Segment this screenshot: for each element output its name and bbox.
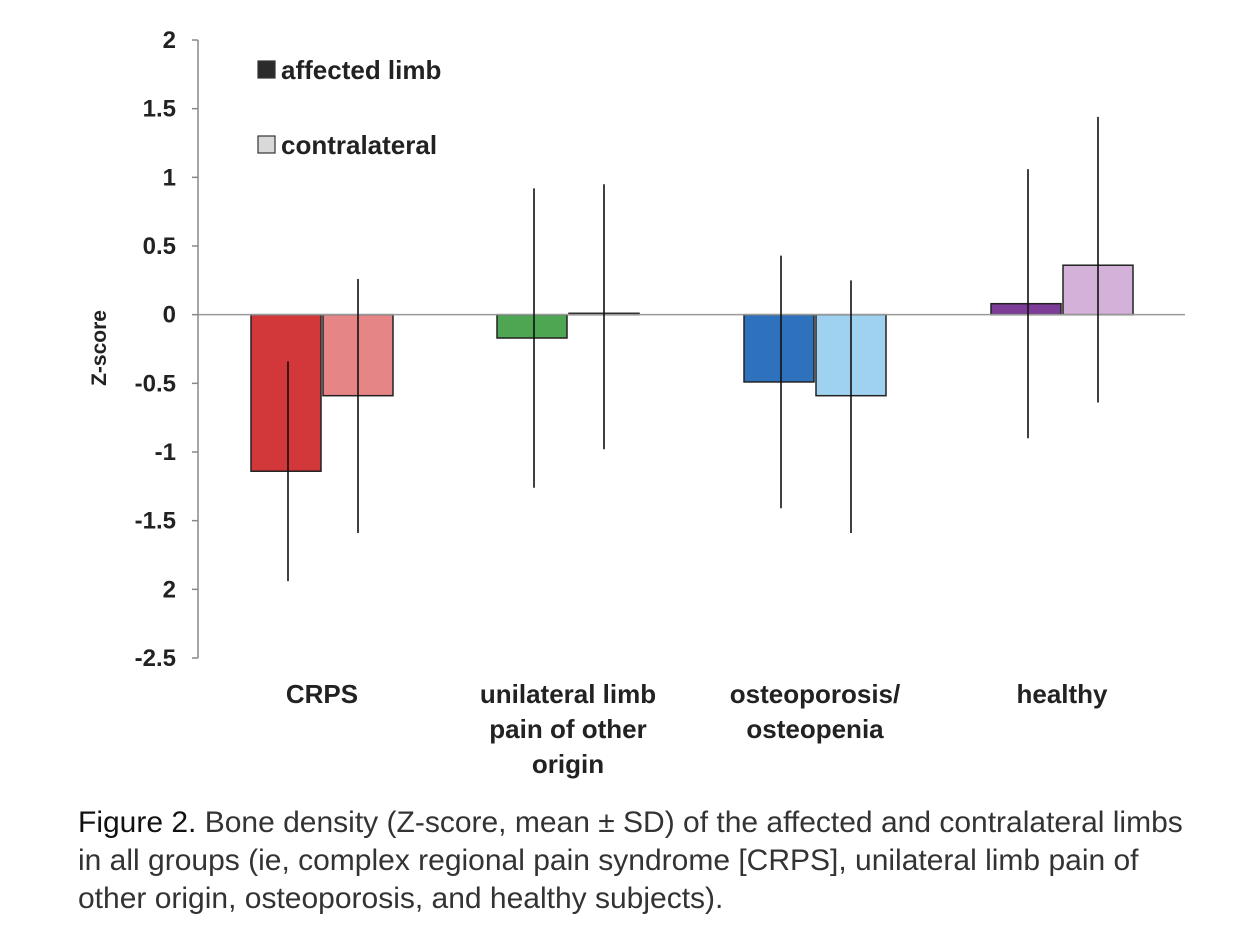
legend-label: contralateral — [281, 130, 437, 160]
bar-affected — [743, 313, 815, 383]
x-axis-labels: CRPS unilateral limb pain of other origin os… — [286, 679, 1108, 779]
legend-label: affected limb — [281, 55, 441, 85]
x-category-label: CRPS — [286, 679, 358, 709]
x-category-label: osteoporosis/ — [730, 679, 900, 709]
x-category-label: healthy — [1016, 679, 1108, 709]
y-tick-label: 2 — [163, 27, 176, 54]
error-bars — [287, 116, 1099, 582]
y-tick-label: -1.5 — [135, 508, 176, 535]
y-axis: 2 1.5 1 0.5 0 -0.5 -1 -1.5 2 -2.5 — [135, 27, 199, 672]
bars — [250, 264, 1134, 472]
y-tick-label: -2.5 — [135, 645, 176, 672]
caption-label: Figure 2. — [78, 806, 197, 839]
bar-affected — [496, 313, 568, 339]
y-tick-label: 1 — [163, 164, 176, 191]
legend: affected limb contralateral — [257, 55, 441, 160]
y-tick-label: 0.5 — [143, 233, 176, 260]
y-tick-label: -0.5 — [135, 370, 176, 397]
y-tick-label: 1.5 — [143, 96, 176, 123]
bar-affected — [990, 302, 1062, 316]
x-category-label: origin — [532, 749, 604, 779]
x-category-label: osteopenia — [746, 714, 884, 744]
y-tick-label: 2 — [163, 576, 176, 603]
x-category-label: unilateral limb — [480, 679, 656, 709]
y-tick-label: 0 — [163, 302, 176, 329]
legend-swatch — [257, 135, 276, 154]
x-category-label: pain of other — [489, 714, 646, 744]
y-tick-label: -1 — [155, 439, 176, 466]
bar-affected — [250, 313, 322, 472]
legend-swatch — [257, 60, 276, 79]
bar-chart: 2 1.5 1 0.5 0 -0.5 -1 -1.5 2 -2.5 CRPS unilateral … — [88, 27, 1185, 779]
y-axis-label: Z-score — [88, 310, 111, 386]
figure-caption: Figure 2. Bone density (Z-score, mean ± … — [78, 804, 1208, 918]
caption-text: Bone density (Z-score, mean ± SD) of the… — [78, 806, 1183, 915]
